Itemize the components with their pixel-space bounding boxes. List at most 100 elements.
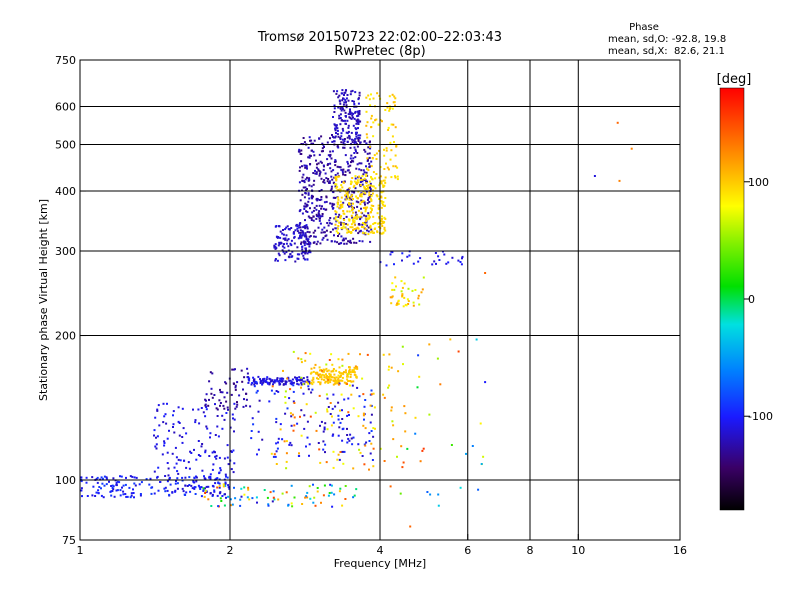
data-point [305,238,308,241]
data-point [395,304,398,306]
data-point [349,117,352,120]
data-point [224,493,226,496]
y-tick-label: 600 [55,101,76,114]
data-point [340,184,343,187]
data-point [353,366,356,369]
data-point [300,143,303,145]
data-point [362,200,365,203]
data-point [320,135,323,138]
data-point [451,256,454,259]
data-point [97,489,100,492]
data-point [376,231,379,234]
data-point [341,138,344,141]
data-point [205,408,208,411]
data-point [325,200,328,203]
data-point [213,489,216,492]
data-point [329,231,332,233]
data-point [155,443,158,446]
data-point [208,380,211,383]
data-point [307,200,310,203]
data-point [351,177,354,179]
data-point [352,198,354,200]
data-point [305,381,308,384]
data-point [319,381,322,384]
data-point [367,212,370,215]
data-point [211,372,214,375]
data-point [206,427,209,430]
data-point [101,482,104,485]
data-point [95,491,98,494]
data-point [340,132,343,135]
x-tick-label: 10 [571,544,585,557]
data-point [108,480,110,483]
data-point [198,422,201,425]
data-point [343,223,346,226]
data-point [268,382,271,385]
data-point [356,366,359,369]
data-point [236,401,238,404]
data-point [380,200,383,203]
data-point [351,369,354,372]
data-point [308,156,311,159]
data-point [353,140,356,143]
data-point [334,379,337,382]
data-point [214,434,217,436]
data-point [230,468,233,471]
data-point [383,226,386,229]
data-point [200,407,203,409]
data-point [232,368,235,371]
data-point [332,421,335,424]
data-point [306,420,309,423]
data-point [285,491,288,494]
data-point [342,181,345,184]
data-point [346,427,348,430]
data-point [323,181,326,184]
data-point [337,96,340,99]
data-point [102,496,105,499]
data-point [208,455,211,457]
data-point [339,216,342,219]
data-point [276,378,279,381]
data-point [418,375,421,378]
data-point [344,119,347,122]
data-point [172,410,175,413]
data-point [197,440,200,442]
data-point [181,487,184,490]
data-point [341,227,344,230]
data-point [339,166,342,169]
data-point [218,482,221,485]
data-point [327,369,330,372]
data-point [234,368,236,371]
data-point [328,375,331,378]
data-point [298,226,301,229]
data-point [342,129,345,132]
data-point [278,379,281,382]
data-point [325,363,328,366]
data-point [347,130,350,133]
data-point [316,215,319,217]
data-point [384,197,387,199]
data-point [337,401,340,404]
data-point [337,235,339,237]
data-point [312,370,315,373]
data-point [222,404,225,407]
data-point [257,410,260,413]
data-point [335,211,338,214]
data-point [363,185,365,188]
data-point [219,388,221,391]
data-point [343,180,346,183]
data-point [177,458,180,461]
data-point [401,259,403,262]
data-point [331,150,334,153]
data-point [341,108,344,110]
data-point [163,442,166,444]
data-point [344,154,347,157]
x-tick-label: 16 [673,544,687,557]
data-point [227,463,230,466]
data-point [387,386,390,389]
data-point [380,222,383,225]
data-point [308,454,310,457]
data-point [98,486,101,488]
data-point [302,226,305,229]
data-point [316,487,319,489]
